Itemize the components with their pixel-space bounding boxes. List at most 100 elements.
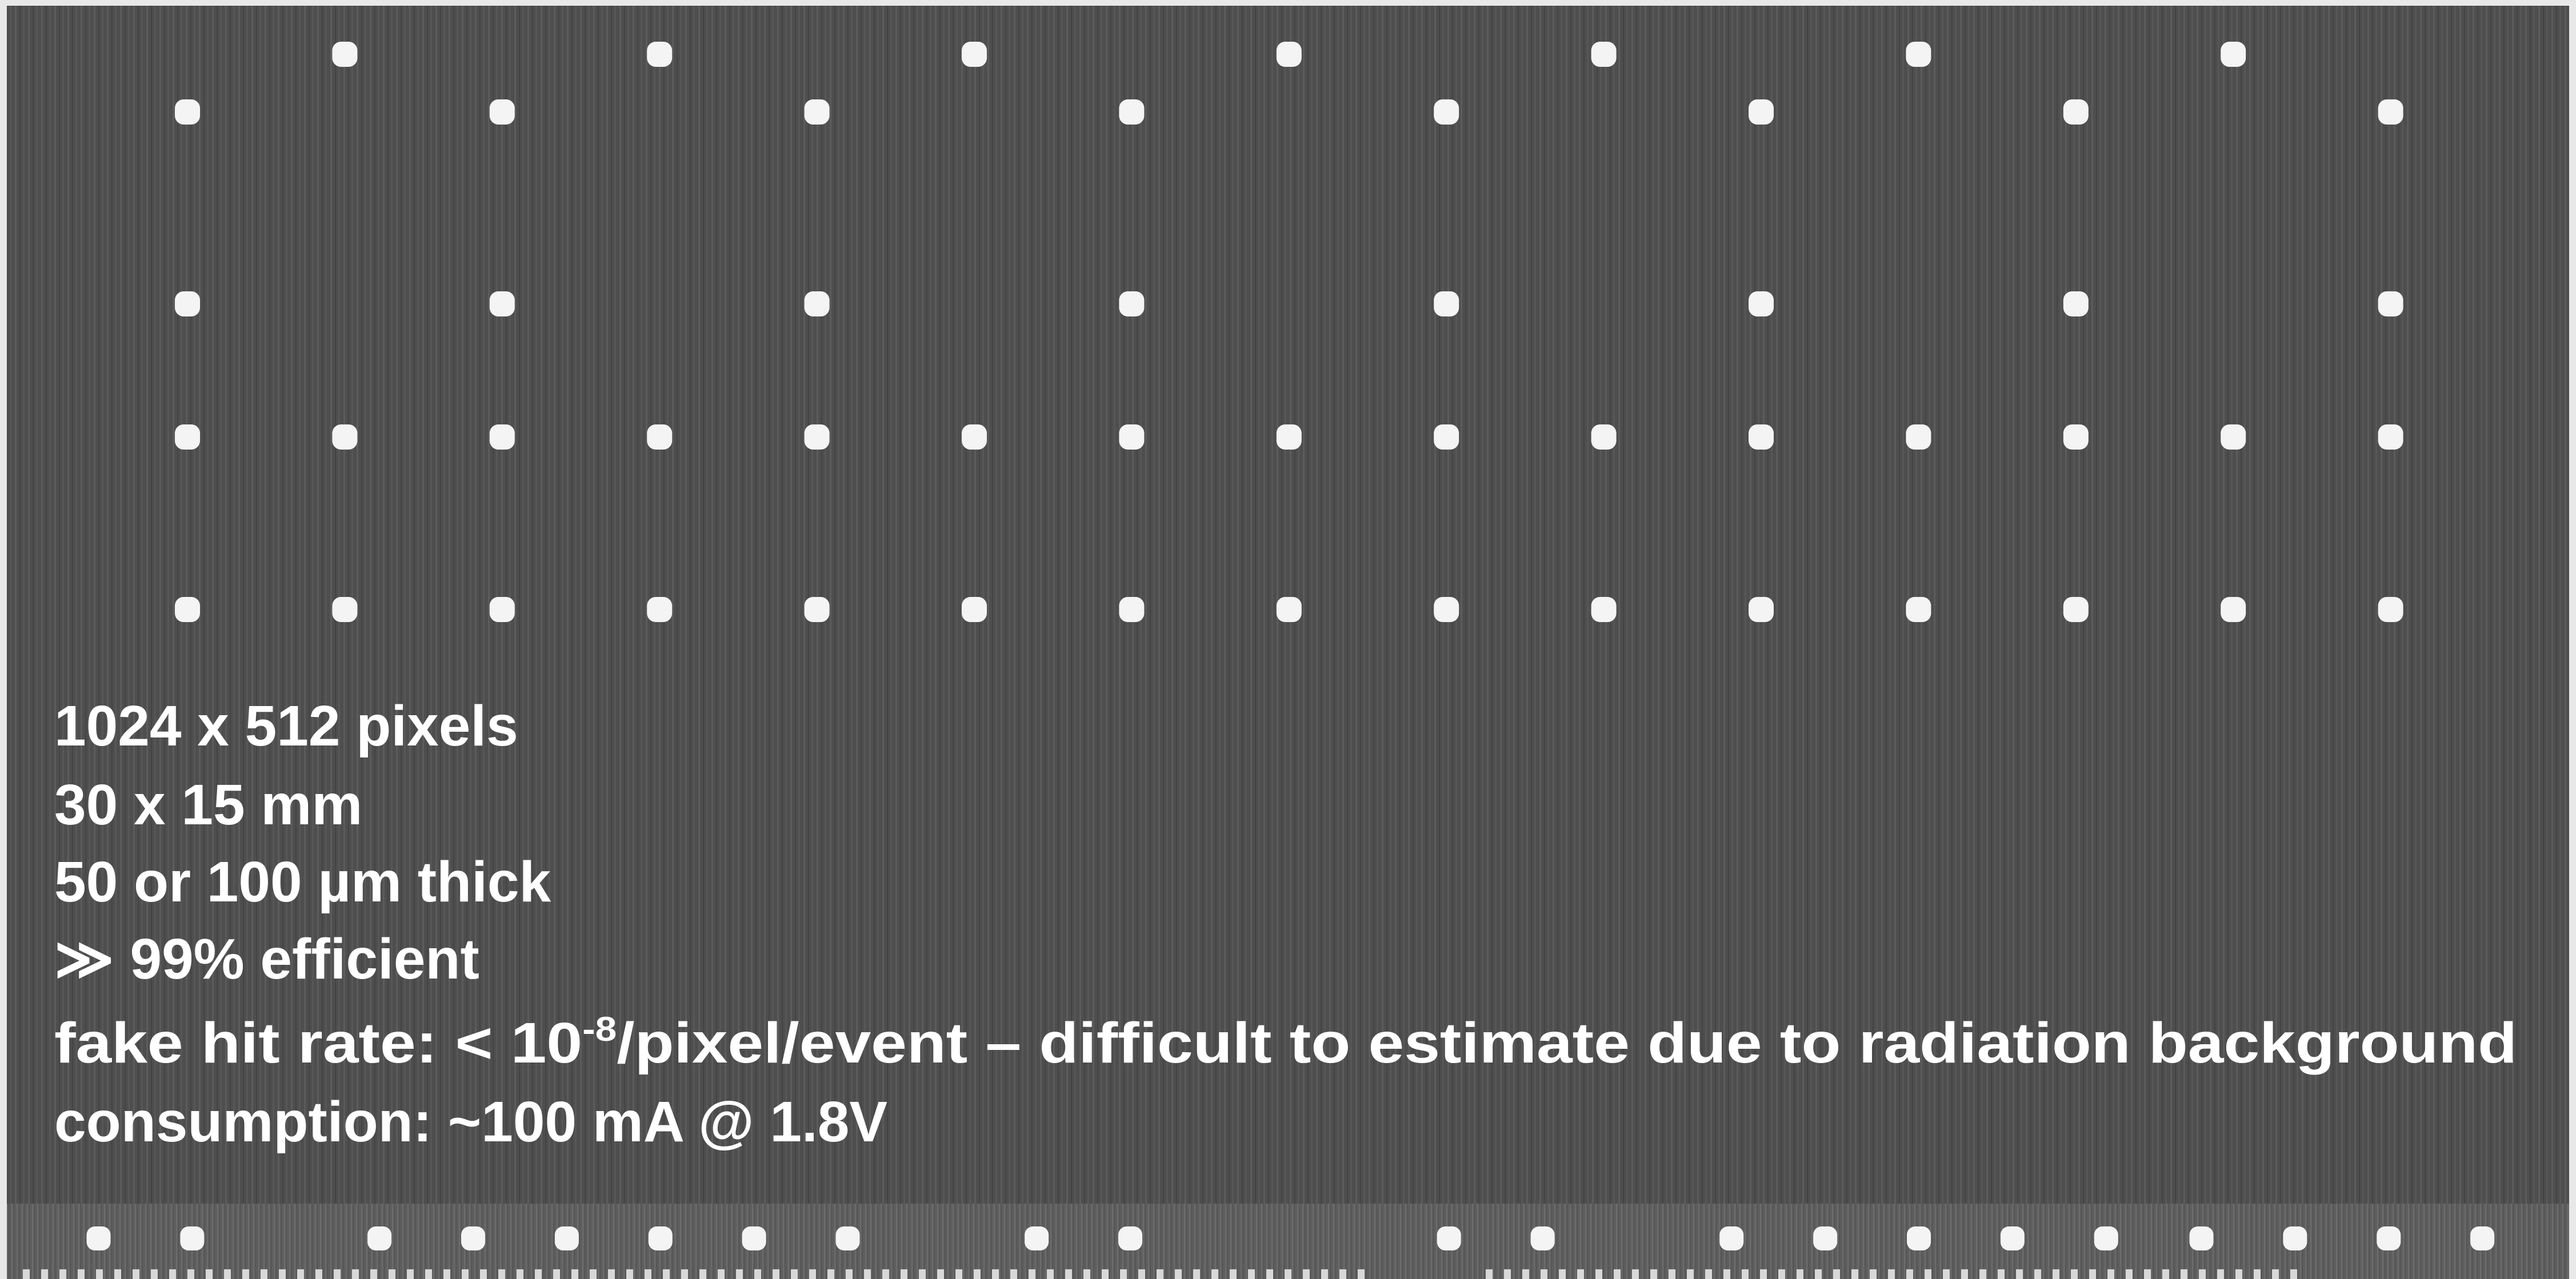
bond-pad: [224, 1269, 231, 1279]
pad-dot: [1906, 42, 1931, 67]
bond-pad: [462, 1269, 469, 1279]
pad-dot: [2470, 1226, 2494, 1250]
pad-dot: [1025, 1226, 1049, 1250]
bond-pad: [187, 1269, 194, 1279]
bond-pad: [1029, 1269, 1035, 1279]
bond-pad: [2053, 1269, 2059, 1279]
pad-dot: [1749, 597, 1774, 622]
fake-rate-text: fake hit rate: < 10: [54, 1011, 582, 1075]
pad-dot: [1813, 1226, 1837, 1250]
pad-dot: [175, 597, 200, 622]
bond-pad: [443, 1269, 450, 1279]
bond-pad: [1522, 1269, 1529, 1279]
pad-dot: [742, 1226, 766, 1250]
bond-pad: [1687, 1269, 1694, 1279]
bond-pad: [2089, 1269, 2096, 1279]
bond-pad: [59, 1269, 66, 1279]
bond-pad: [1614, 1269, 1621, 1279]
pad-dot: [1118, 1226, 1142, 1250]
pad-dot: [805, 291, 830, 316]
bond-pad: [681, 1269, 688, 1279]
bond-pad: [517, 1269, 523, 1279]
bond-pad: [1979, 1269, 1986, 1279]
bond-pad: [1083, 1269, 1090, 1279]
pad-dot: [1907, 1226, 1931, 1250]
bond-pad: [1321, 1269, 1328, 1279]
pad-dot: [805, 597, 830, 622]
bond-pad: [96, 1269, 103, 1279]
pad-dot: [2378, 424, 2403, 450]
bond-pad: [645, 1269, 651, 1279]
pad-dot: [1277, 597, 1302, 622]
bond-pad: [1486, 1269, 1493, 1279]
bond-pad: [1559, 1269, 1566, 1279]
bond-pad: [1851, 1269, 1858, 1279]
pad-dot: [1749, 99, 1774, 125]
bond-pad: [1815, 1269, 1822, 1279]
bond-pad: [864, 1269, 871, 1279]
pad-dot: [647, 424, 672, 450]
pad-dot: [490, 424, 515, 450]
pad-dot: [2283, 1226, 2307, 1250]
pad-dot: [2378, 99, 2403, 125]
bond-pad: [1778, 1269, 1785, 1279]
bond-pad: [315, 1269, 322, 1279]
bond-pad: [352, 1269, 359, 1279]
pad-dot: [461, 1226, 485, 1250]
pad-dot: [1277, 424, 1302, 450]
bond-pad: [1723, 1269, 1730, 1279]
pad-dot: [367, 1226, 391, 1250]
bond-pad: [1961, 1269, 1968, 1279]
bond-pad: [2034, 1269, 2041, 1279]
bond-pad: [553, 1269, 560, 1279]
pad-dot: [2221, 42, 2246, 67]
bond-pad: [114, 1269, 121, 1279]
pad-dot: [2094, 1226, 2118, 1250]
bond-pad: [2235, 1269, 2242, 1279]
pad-dot: [1434, 424, 1459, 450]
bond-pad: [1358, 1269, 1365, 1279]
spec-line: 30 x 15 mm: [54, 773, 362, 837]
bond-pad: [389, 1269, 395, 1279]
pad-dot: [1749, 424, 1774, 450]
bond-pad: [78, 1269, 85, 1279]
pad-dot: [87, 1226, 111, 1250]
pad-dot: [490, 597, 515, 622]
pad-dot: [555, 1226, 579, 1250]
bond-pad: [809, 1269, 816, 1279]
bond-pad: [571, 1269, 578, 1279]
bond-pad: [2144, 1269, 2151, 1279]
bond-pad: [2217, 1269, 2224, 1279]
bond-pad: [370, 1269, 377, 1279]
pad-dot: [175, 99, 200, 125]
pad-dot: [1437, 1226, 1461, 1250]
pad-dot: [1719, 1226, 1743, 1250]
bond-pad: [1888, 1269, 1895, 1279]
bond-pad: [425, 1269, 432, 1279]
bond-pad: [2162, 1269, 2169, 1279]
bond-pad: [1998, 1269, 2005, 1279]
bond-pad: [937, 1269, 944, 1279]
pad-dot: [2378, 291, 2403, 316]
bond-pad: [1906, 1269, 1913, 1279]
bond-pad: [1157, 1269, 1163, 1279]
bond-pad: [480, 1269, 487, 1279]
bond-pad: [1266, 1269, 1273, 1279]
bond-pad: [846, 1269, 853, 1279]
bond-pad: [2272, 1269, 2279, 1279]
pad-dot: [836, 1226, 860, 1250]
pad-dot: [2063, 424, 2089, 450]
pad-dot: [175, 424, 200, 450]
bond-pad: [919, 1269, 926, 1279]
pad-dot: [1434, 291, 1459, 316]
pad-dot: [1591, 42, 1617, 67]
spec-line: 1024 x 512 pixels: [54, 694, 518, 758]
bond-pad: [1632, 1269, 1639, 1279]
bond-pad: [1925, 1269, 1931, 1279]
bond-pad: [1230, 1269, 1237, 1279]
bond-pad: [1138, 1269, 1145, 1279]
bond-pad: [901, 1269, 907, 1279]
spec-line: fake hit rate: < 10-8/pixel/event – diff…: [54, 1010, 2517, 1075]
fake-rate-exponent: -8: [582, 1010, 617, 1048]
pad-dot: [805, 99, 830, 125]
